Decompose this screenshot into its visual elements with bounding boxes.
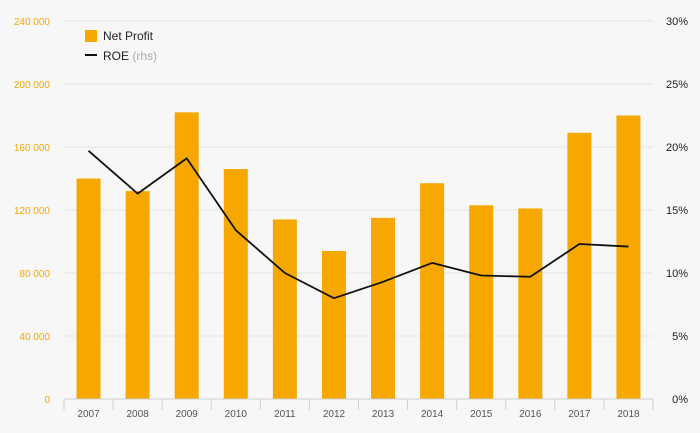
y-right-tick-label: 5% [672, 331, 688, 343]
bar-net-profit [321, 250, 346, 399]
legend-label-net-profit: Net Profit [103, 29, 154, 43]
bar-net-profit [125, 191, 150, 399]
y-right-tick-label: 25% [666, 79, 688, 91]
x-tick-label: 2015 [470, 409, 493, 420]
y-right-tick-label: 0% [672, 394, 688, 406]
axes: 0 40 000 80 000 120 000 160 000 200 000 240 00… [14, 16, 688, 420]
bar-net-profit [420, 183, 445, 399]
y-right-tick-label: 20% [666, 142, 688, 154]
x-tick-label: 2013 [372, 409, 395, 420]
bar-net-profit [371, 217, 396, 399]
y-left-tick-label: 0 [44, 395, 50, 406]
legend: Net Profit ROE (rhs) [85, 29, 157, 63]
net-profit-bars [76, 112, 641, 399]
roe-line-series [87, 150, 629, 300]
x-tick-label: 2008 [127, 409, 150, 420]
x-tick-label: 2009 [176, 409, 199, 420]
bar-net-profit [469, 205, 494, 399]
x-tick-label: 2014 [421, 409, 444, 420]
y-right-tick-label: 30% [666, 16, 688, 28]
x-tick-label: 2011 [274, 409, 296, 420]
bar-net-profit [616, 115, 641, 399]
y-left-tick-label: 200 000 [14, 80, 51, 91]
bar-net-profit [223, 169, 248, 399]
bar-net-profit [567, 132, 592, 399]
legend-label-roe-suffix: (rhs) [132, 49, 157, 63]
x-tick-label: 2016 [519, 409, 542, 420]
x-tick-label: 2010 [225, 409, 248, 420]
x-tick-label: 2012 [323, 409, 346, 420]
bar-net-profit [272, 219, 297, 399]
bar-net-profit [174, 112, 199, 399]
roe-line [87, 150, 629, 300]
x-tick-label: 2018 [617, 409, 640, 420]
bar-net-profit [518, 208, 543, 399]
y-right-tick-label: 10% [666, 268, 688, 280]
x-tick-label: 2017 [568, 409, 591, 420]
bar-net-profit [76, 178, 101, 399]
y-left-tick-label: 40 000 [19, 332, 50, 343]
y-left-tick-label: 240 000 [14, 17, 51, 28]
y-left-tick-label: 160 000 [14, 143, 51, 154]
x-tick-label: 2007 [77, 409, 100, 420]
y-left-tick-label: 120 000 [14, 206, 51, 217]
legend-label-roe: ROE [103, 49, 129, 63]
y-left-tick-label: 80 000 [19, 269, 50, 280]
legend-swatch-net-profit [85, 30, 97, 42]
y-right-tick-label: 15% [666, 205, 688, 217]
svg-text:ROE (rhs): ROE (rhs) [103, 49, 157, 63]
gridlines [64, 20, 653, 337]
